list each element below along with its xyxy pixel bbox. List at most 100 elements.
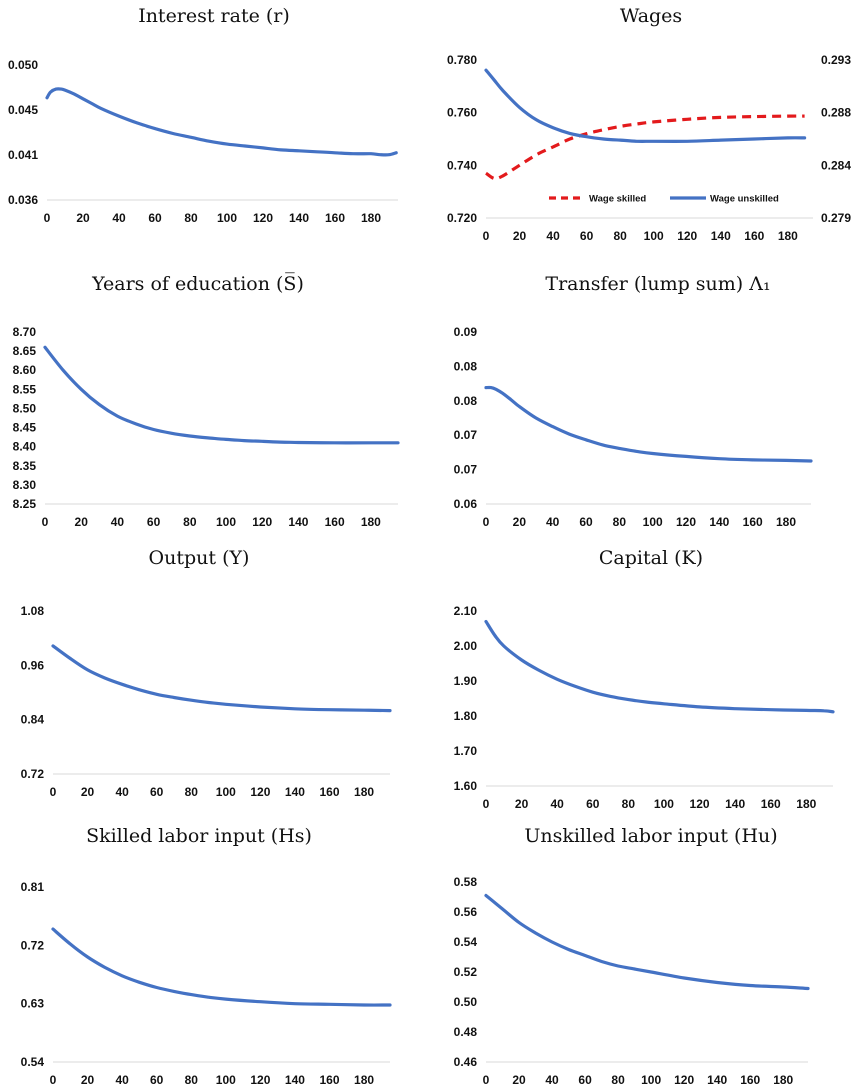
x-tick-label: 40 [546,515,560,529]
y2-tick-label: 0.284 [821,158,851,172]
x-tick-label: 20 [513,229,527,243]
x-tick-label: 0 [42,515,49,529]
x-tick-label: 0 [50,785,57,799]
x-tick-label: 0 [44,211,51,225]
y-tick-label: 0.54 [454,935,478,949]
x-tick-label: 120 [253,211,273,225]
y-tick-label: 2.10 [454,604,478,618]
x-tick-label: 180 [361,515,381,529]
series-line-1 [51,644,392,713]
x-tick-label: 120 [250,785,270,799]
series-line-1 [43,345,400,445]
y-tick-label: 0.720 [447,211,477,225]
x-tick-label: 40 [111,515,125,529]
x-tick-label: 40 [550,797,564,811]
x-tick-label: 60 [580,229,594,243]
x-tick-label: 20 [76,211,90,225]
y-tick-label: 0.09 [454,325,478,339]
y2-tick-label: 0.288 [821,106,851,120]
x-tick-label: 160 [319,1073,339,1087]
y-tick-label: 1.80 [454,709,478,723]
x-tick-label: 100 [643,515,663,529]
chart-title: Transfer (lump sum) Λ₁ [545,273,770,295]
chart-title: Capital (K) [599,547,703,569]
y-tick-label: 0.08 [454,359,478,373]
y-tick-label: 0.08 [454,394,478,408]
x-tick-label: 140 [285,785,305,799]
y-tick-label: 0.036 [8,193,38,207]
y-tick-label: 0.740 [447,158,477,172]
x-tick-label: 0 [483,1073,490,1087]
x-tick-label: 80 [185,785,199,799]
x-tick-label: 100 [216,515,236,529]
series-line-1 [484,385,813,463]
x-tick-label: 80 [613,515,627,529]
series-line-2 [484,68,807,143]
chart-title: Unskilled labor input (Hu) [524,825,777,847]
series-line-1 [484,893,810,991]
y-tick-label: 0.045 [8,103,38,117]
x-tick-label: 40 [112,211,126,225]
x-tick-label: 180 [361,211,381,225]
x-tick-label: 180 [354,785,374,799]
x-tick-label: 100 [216,785,236,799]
series-line-1 [485,114,805,181]
x-tick-label: 180 [796,797,816,811]
chart-output: Output (Y) 1.08 0.96 0.84 0.72 0 20 40 60 80 100 12… [21,547,392,799]
x-tick-label: 160 [743,515,763,529]
x-tick-label: 160 [319,785,339,799]
x-tick-label: 100 [644,229,664,243]
x-tick-label: 80 [622,797,636,811]
y-tick-label: 1.08 [21,604,45,618]
y-tick-label: 1.70 [454,744,478,758]
y-tick-label: 8.40 [13,440,37,454]
y-tick-label: 0.72 [21,767,45,781]
y-tick-label: 2.00 [454,639,478,653]
chart-wages: Wages 0.780 0.760 0.740 0.720 0.293 0.288 0.284… [447,5,851,243]
x-tick-label: 60 [147,515,161,529]
y-tick-label: 0.52 [454,965,478,979]
x-tick-label: 40 [546,229,560,243]
x-tick-label: 0 [483,229,490,243]
x-tick-label: 20 [81,1073,95,1087]
y-tick-label: 8.70 [13,325,37,339]
y-tick-label: 0.63 [21,997,45,1011]
chart-title: Interest rate (r) [138,5,290,27]
x-tick-label: 120 [677,229,697,243]
y-tick-label: 8.55 [13,382,37,396]
y-tick-label: 0.81 [21,880,45,894]
chart-skilled-labor: Skilled labor input (Hs) 0.81 0.72 0.63 0.54… [21,825,392,1087]
x-tick-label: 60 [150,785,164,799]
y-tick-label: 0.50 [454,995,478,1009]
legend-label: Wage unskilled [710,194,779,205]
x-tick-label: 80 [183,515,197,529]
x-tick-label: 160 [761,797,781,811]
x-tick-label: 120 [676,515,696,529]
y-tick-label: 0.780 [447,53,477,67]
chart-interest-rate: Interest rate (r) 0.050 0.045 0.041 0.036 0 20… [8,5,398,225]
y-tick-label: 8.30 [13,478,37,492]
x-tick-label: 160 [740,1073,760,1087]
chart-title: Wages [620,5,682,27]
chart-transfer: Transfer (lump sum) Λ₁ 0.09 0.08 0.08 0.07 0.… [454,273,813,529]
y-tick-label: 0.760 [447,106,477,120]
x-tick-label: 60 [148,211,162,225]
x-tick-label: 180 [354,1073,374,1087]
chart-title: Years of education (S̅) [91,273,304,295]
x-tick-label: 20 [81,785,95,799]
y2-tick-label: 0.279 [821,211,851,225]
x-tick-label: 140 [289,211,309,225]
y-tick-label: 1.90 [454,674,478,688]
x-tick-label: 40 [115,1073,129,1087]
x-tick-label: 40 [545,1073,559,1087]
series-line-1 [51,927,392,1007]
x-tick-label: 60 [579,515,593,529]
y2-tick-label: 0.293 [821,53,851,67]
x-tick-label: 80 [613,229,627,243]
x-tick-label: 40 [115,785,129,799]
legend-label: Wage skilled [589,194,646,205]
x-tick-label: 140 [707,1073,727,1087]
x-tick-label: 60 [578,1073,592,1087]
y-tick-label: 0.72 [21,938,45,952]
x-tick-label: 140 [285,1073,305,1087]
